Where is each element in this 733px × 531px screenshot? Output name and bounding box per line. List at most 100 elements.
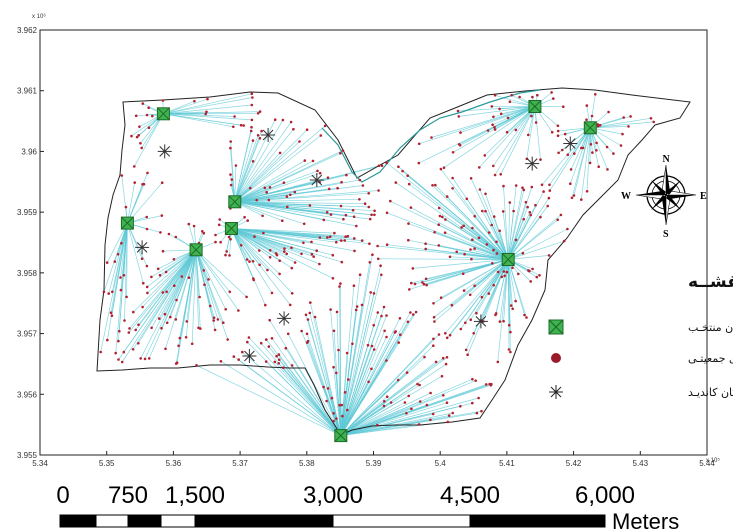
allocation-line [444,232,509,260]
population-block [173,284,176,288]
population-block [525,316,528,319]
population-block [352,284,356,288]
population-block [308,311,312,315]
population-block [410,407,413,411]
allocation-line [422,259,509,283]
allocation-line [231,228,292,269]
population-block [286,332,290,336]
population-block [432,337,435,341]
compass-point-w [636,191,666,195]
population-block [250,92,254,96]
population-block [212,319,215,322]
population-block [278,259,282,263]
allocation-line [500,106,536,175]
population-block [251,260,255,263]
population-block [418,383,421,387]
allocation-line [340,254,373,436]
allocation-line [234,172,321,203]
population-block [315,249,319,252]
population-block [445,195,449,198]
population-block [521,251,525,255]
population-block [219,240,222,244]
population-block [534,203,537,207]
population-block [371,253,374,256]
population-block [300,252,303,256]
population-block [222,321,225,325]
population-block [130,134,133,138]
population-block [509,350,512,354]
allocation-line [507,185,517,260]
allocation-line [419,106,536,145]
population-block [561,148,564,152]
population-block [502,319,505,323]
population-block [361,184,365,187]
population-block [612,152,615,155]
population-block [161,249,165,253]
population-block [99,350,102,354]
allocation-line [340,412,453,436]
population-block [465,197,469,201]
population-block [368,242,371,245]
allocation-line [586,127,591,192]
allocation-line [508,214,562,260]
compass-s: S [663,229,669,240]
population-block [491,262,494,265]
population-block [495,240,498,244]
population-block [538,274,541,277]
population-block [195,364,198,367]
population-block [383,400,386,403]
population-block [385,161,389,165]
population-block [528,269,531,273]
allocation-line [234,177,329,203]
population-block [376,244,379,248]
allocation-line [340,397,479,436]
population-block [198,295,201,299]
population-block [239,244,243,247]
x-exponent-label: x 10⁵ [706,457,720,464]
allocation-line [234,119,284,202]
population-block [496,360,500,364]
population-block [480,295,484,299]
population-block [405,411,408,415]
population-block [380,314,383,318]
y-exponent-label: x 10⁶ [32,13,46,20]
allocation-line [410,207,509,260]
population-block [239,123,243,127]
population-block [459,405,462,408]
population-block [439,167,443,171]
scale-bar: 0 750 1,500 3,000 4,500 6,000 Meters [56,482,679,531]
allocation-line [494,106,536,176]
allocation-line [191,249,197,344]
population-block [473,284,476,288]
population-block [351,208,355,212]
allocation-line [463,225,509,260]
population-block [232,355,236,358]
population-block [510,93,513,97]
population-block [165,321,169,325]
population-block [534,121,538,124]
allocation-line [231,228,268,271]
population-block [493,173,497,177]
allocation-line [234,141,300,203]
allocation-line [457,106,535,112]
allocation-line [340,381,369,436]
population-block [258,249,261,252]
population-block [185,320,189,323]
allocation-line [274,361,342,436]
population-block [627,125,630,128]
population-block [102,290,106,294]
allocation-line [185,249,197,338]
population-block [140,257,144,261]
population-block [542,190,545,193]
population-block [511,266,514,270]
allocation-line [541,127,591,186]
population-block [459,327,463,331]
allocation-line [306,342,342,436]
population-block [281,118,285,122]
allocation-line [549,127,591,191]
allocation-line [590,121,654,129]
population-block [282,366,285,370]
allocation-line [438,245,509,260]
population-block [499,112,503,116]
population-block [140,146,143,150]
